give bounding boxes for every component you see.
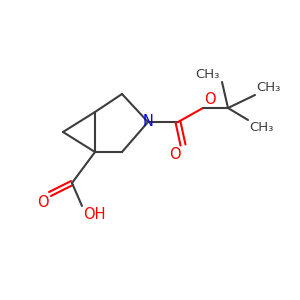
Text: OH: OH [83, 207, 106, 222]
Text: CH₃: CH₃ [196, 68, 220, 81]
Text: O: O [38, 195, 49, 210]
Text: CH₃: CH₃ [249, 121, 273, 134]
Text: CH₃: CH₃ [256, 81, 280, 94]
Text: O: O [204, 92, 216, 107]
Text: O: O [169, 147, 181, 162]
Text: N: N [142, 115, 153, 130]
